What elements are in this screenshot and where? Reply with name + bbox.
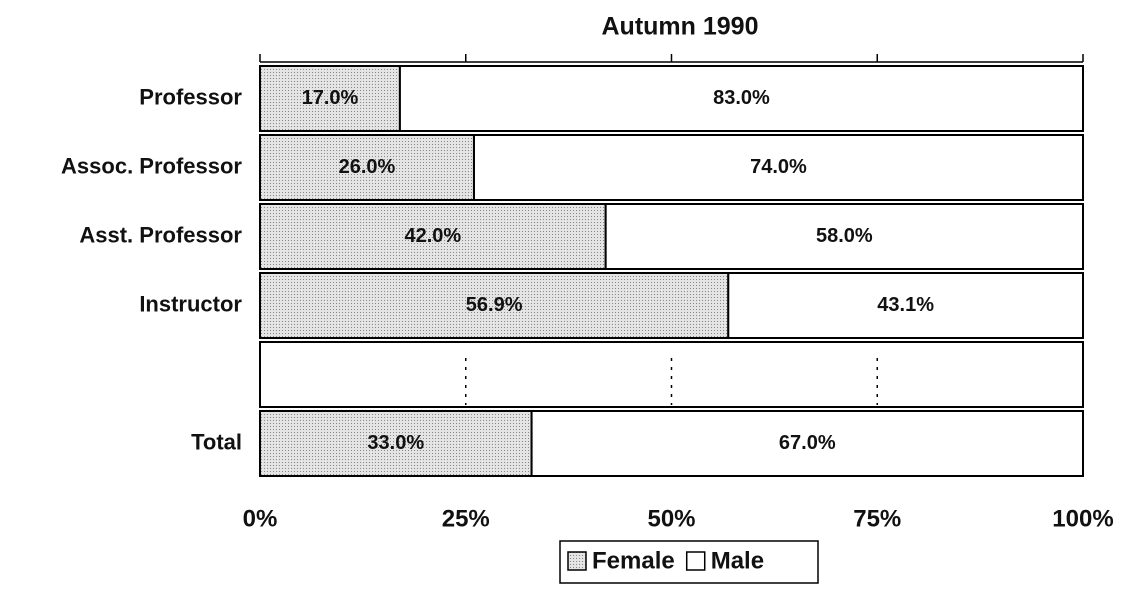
legend-label: Female [592,547,675,574]
value-label: 58.0% [816,225,873,247]
x-tick-label: 0% [243,505,278,532]
legend-swatch [567,551,587,571]
value-label: 83.0% [713,87,770,109]
value-label: 42.0% [404,225,461,247]
bar-segment [259,65,401,132]
legend-swatch [685,551,706,571]
x-tick-label: 100% [1052,505,1113,532]
legend-label: Male [711,547,764,574]
y-tick-label: Instructor [139,291,242,316]
x-tick-label: 25% [442,505,490,532]
bar-segment [259,203,607,270]
value-label: 56.9% [466,294,523,316]
bar-segment [727,272,1084,339]
value-label: 74.0% [750,156,807,178]
y-tick-label: Professor [139,84,242,109]
value-label: 67.0% [779,432,836,454]
value-label: 43.1% [877,294,934,316]
bar-segment [259,272,730,339]
value-label: 17.0% [302,87,359,109]
bar-segment [472,134,1085,201]
y-tick-label: Asst. Professor [79,222,242,247]
value-label: 26.0% [339,156,396,178]
y-tick-label: Assoc. Professor [61,153,242,178]
x-tick-label: 75% [853,505,901,532]
bar-segment [259,410,533,477]
empty-row [259,341,1084,408]
x-tick-label: 50% [647,505,695,532]
value-label: 33.0% [367,432,424,454]
bar-segment [398,65,1085,132]
chart-title: Autumn 1990 [602,13,759,41]
bar-segment [604,203,1084,270]
bar-segment [530,410,1084,477]
y-tick-label: Total [191,429,242,454]
